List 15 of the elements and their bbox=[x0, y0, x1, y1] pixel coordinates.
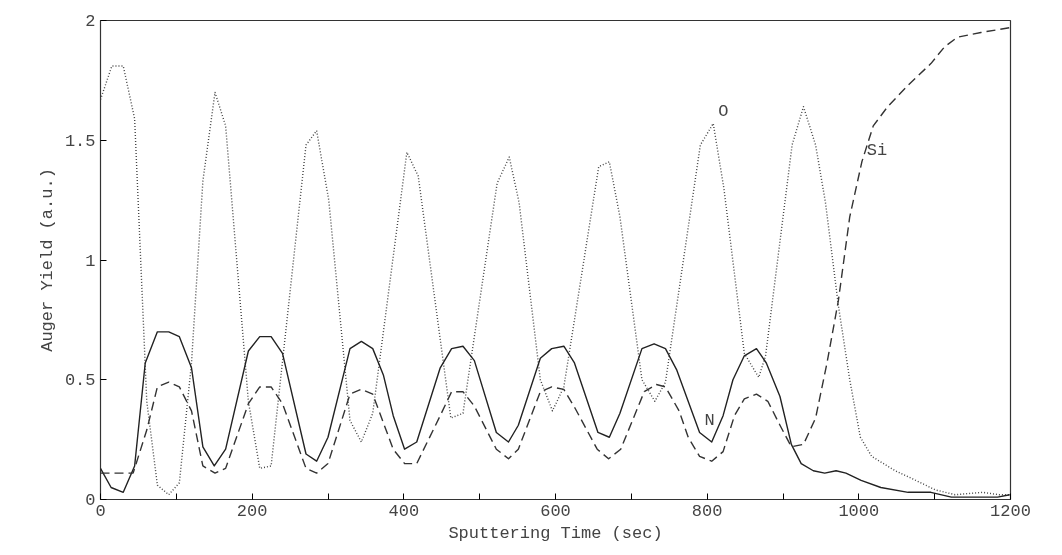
y-tick-label: 2 bbox=[85, 12, 96, 31]
annotation: Si bbox=[866, 140, 888, 160]
x-tick-label: 1000 bbox=[838, 501, 880, 521]
x-tick-label: 600 bbox=[540, 501, 571, 521]
x-tick-label: 200 bbox=[236, 501, 268, 521]
y-axis-title: Auger Yield (a.u.) bbox=[37, 168, 57, 352]
x-tick-label: 800 bbox=[691, 501, 723, 521]
y-tick-label: 1.5 bbox=[64, 131, 96, 151]
annotation: N bbox=[704, 411, 715, 431]
x-tick-label: 1200 bbox=[990, 501, 1031, 521]
y-tick-label: 1 bbox=[85, 251, 96, 271]
x-tick-label: 400 bbox=[388, 501, 420, 521]
y-tick-label: 0.5 bbox=[64, 371, 96, 391]
x-axis-title: Sputtering Time (sec) bbox=[448, 523, 663, 543]
annotation: O bbox=[718, 102, 729, 122]
